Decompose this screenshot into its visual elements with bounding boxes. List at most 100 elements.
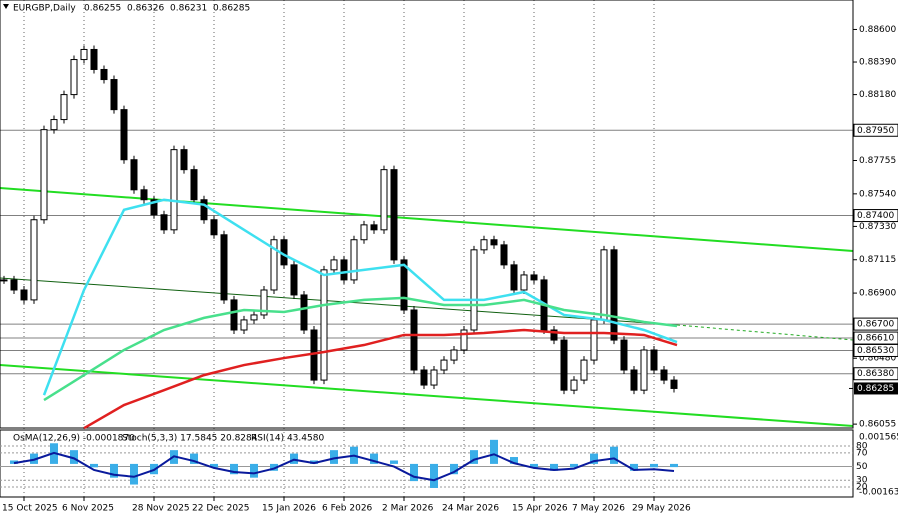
osma-bar bbox=[470, 450, 478, 464]
candle bbox=[320, 269, 328, 381]
x-tick-label: 15 Oct 2025 bbox=[2, 504, 58, 514]
candle bbox=[470, 249, 478, 331]
candle bbox=[670, 379, 678, 389]
candle bbox=[370, 224, 378, 231]
osma-bar bbox=[90, 463, 98, 468]
x-tick-label: 6 Nov 2025 bbox=[62, 504, 114, 514]
candle bbox=[510, 264, 518, 291]
candle bbox=[50, 119, 58, 131]
level-label: 0.86380 bbox=[857, 369, 894, 379]
x-tick-label: 7 May 2026 bbox=[572, 504, 625, 514]
candle bbox=[620, 339, 628, 371]
candle bbox=[590, 319, 598, 361]
candle bbox=[140, 189, 148, 201]
x-tick-label: 24 Mar 2026 bbox=[442, 504, 499, 514]
osma-bar bbox=[450, 463, 458, 475]
candle bbox=[550, 329, 558, 341]
moving-average bbox=[43, 296, 678, 402]
y-tick-label: 0.87540 bbox=[859, 189, 896, 199]
candle bbox=[600, 249, 608, 321]
candle bbox=[40, 129, 48, 221]
y2-tick-label: 30 bbox=[856, 476, 868, 486]
candle bbox=[240, 319, 248, 331]
osma-bar bbox=[530, 463, 538, 468]
osma-bar bbox=[210, 463, 218, 468]
osma-bar bbox=[670, 463, 678, 468]
y-tick-label: 0.87115 bbox=[859, 255, 896, 265]
candle bbox=[250, 314, 258, 321]
candle bbox=[230, 299, 238, 331]
indicator-label: OsMA(12,26,9) -0.0001870 bbox=[13, 434, 135, 444]
candle bbox=[570, 379, 578, 391]
candle bbox=[210, 219, 218, 236]
level-box bbox=[853, 367, 898, 381]
x-tick-label: 15 Jan 2026 bbox=[262, 504, 316, 514]
osma-bar bbox=[410, 463, 418, 482]
osma-bar bbox=[390, 460, 398, 464]
candle bbox=[500, 244, 508, 266]
x-tick-label: 2 Mar 2026 bbox=[382, 504, 434, 514]
indicator-label: Stoch(5,3,3) 17.5845 20.8284 bbox=[122, 434, 258, 444]
menu-arrow[interactable] bbox=[3, 4, 9, 9]
candle bbox=[360, 224, 368, 241]
osma-bar bbox=[270, 463, 278, 471]
candle bbox=[150, 199, 158, 216]
candle bbox=[80, 48, 88, 61]
candle bbox=[20, 289, 28, 301]
candle bbox=[410, 309, 418, 371]
osma-bar bbox=[370, 453, 378, 464]
main-frame bbox=[0, 0, 854, 429]
y-tick-label: 0.88600 bbox=[859, 25, 896, 35]
candle bbox=[480, 239, 488, 251]
y-tick-label: 0.88390 bbox=[859, 58, 896, 68]
candle bbox=[10, 279, 18, 291]
moving-average bbox=[83, 328, 678, 430]
candle bbox=[160, 214, 168, 231]
chart-title: EURGBP,Daily bbox=[13, 4, 76, 14]
candle bbox=[440, 359, 448, 371]
level-label: 0.87950 bbox=[857, 126, 894, 136]
candle bbox=[170, 149, 178, 231]
candle bbox=[530, 274, 538, 281]
candle bbox=[390, 169, 398, 261]
osma-bar bbox=[250, 463, 258, 478]
candle bbox=[340, 259, 348, 281]
candle bbox=[650, 349, 658, 371]
x-tick-label: 29 May 2026 bbox=[632, 504, 691, 514]
candle bbox=[610, 249, 618, 341]
candle bbox=[380, 169, 388, 231]
osma-bar bbox=[510, 457, 518, 464]
y2-tick-label: 80 bbox=[856, 442, 868, 452]
candle bbox=[430, 369, 438, 386]
candle bbox=[0, 279, 8, 282]
y-tick-label: -0.001634 bbox=[859, 488, 898, 498]
osma-bar bbox=[230, 463, 238, 475]
x-tick-label: 15 Apr 2026 bbox=[512, 504, 568, 514]
ohlc-value: 0.86326 bbox=[127, 4, 164, 14]
y2-tick-label: 20 bbox=[856, 483, 868, 493]
y-tick-label: 0.87755 bbox=[859, 156, 896, 166]
osma-bar bbox=[630, 463, 638, 471]
candle bbox=[180, 149, 188, 171]
y-tick-label: 0.86480 bbox=[859, 354, 896, 364]
candle bbox=[660, 369, 668, 381]
osma-bar bbox=[330, 450, 338, 464]
candle bbox=[460, 329, 468, 351]
x-tick-label: 22 Dec 2025 bbox=[192, 504, 250, 514]
channel-middle bbox=[0, 277, 678, 326]
candle bbox=[580, 359, 588, 381]
candle bbox=[560, 339, 568, 391]
candle bbox=[130, 159, 138, 191]
osma-bar bbox=[190, 453, 198, 464]
level-label: 0.86530 bbox=[857, 346, 894, 356]
current-price-label: 0.86285 bbox=[857, 384, 894, 394]
level-label: 0.86610 bbox=[857, 334, 894, 344]
y2-tick-label: 70 bbox=[856, 448, 868, 458]
level-label: 0.87400 bbox=[857, 211, 894, 221]
candle bbox=[70, 59, 78, 96]
y-tick-label: 0.88180 bbox=[859, 90, 896, 100]
candle bbox=[640, 349, 648, 391]
candle bbox=[490, 239, 498, 246]
